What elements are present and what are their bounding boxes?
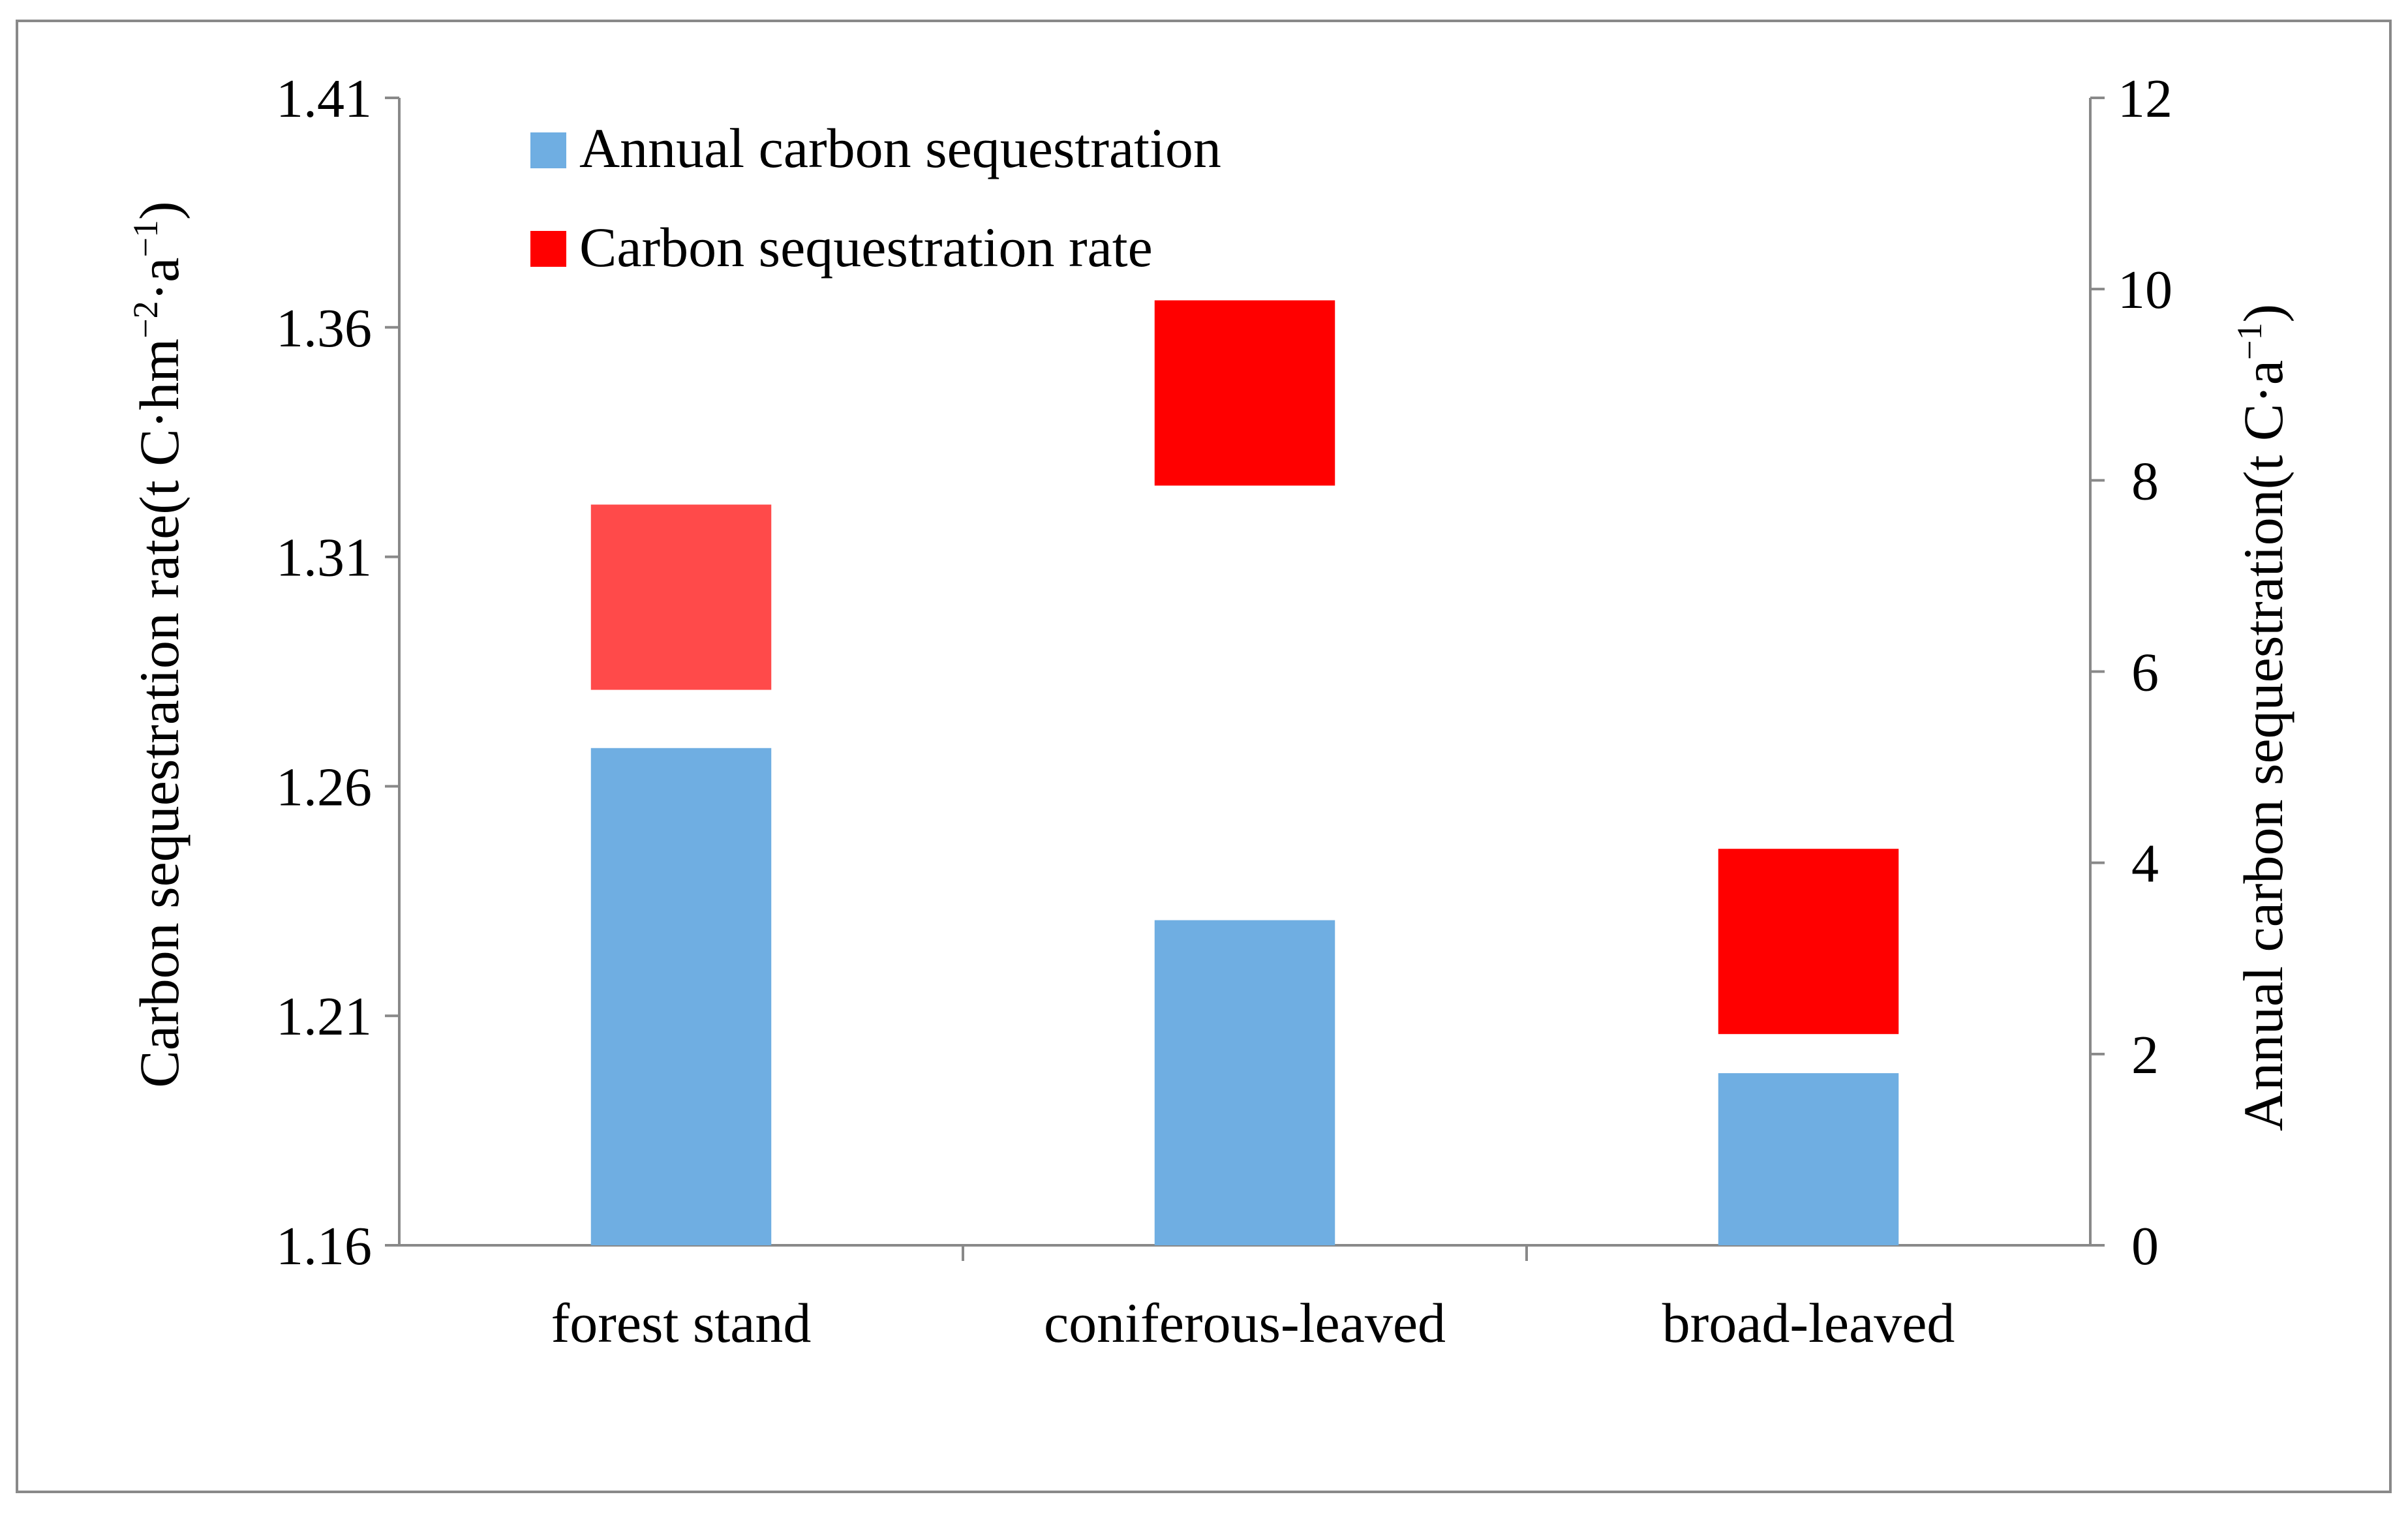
y-right-tick-label-3: 6	[2131, 643, 2159, 703]
legend-label-annual: Annual carbon sequestration	[579, 117, 1221, 179]
axis-labels: 1.16 1.21 1.26 1.31 1.36 1.41 0 2 4 6 8 10 12 forest …	[276, 68, 2172, 1354]
bar-rate-0	[590, 504, 772, 690]
y-right-tick-label-0: 0	[2131, 1216, 2159, 1277]
y-left-tick-label-1: 1.21	[276, 986, 372, 1047]
legend-swatch-annual	[530, 132, 566, 168]
y-left-tick-label-2: 1.26	[276, 757, 372, 817]
bar-annual-2	[1718, 1073, 1899, 1245]
bar-annual-0	[590, 748, 772, 1245]
y-right-tick-label-4: 8	[2131, 451, 2159, 511]
y-left-tick-label-5: 1.41	[276, 68, 372, 129]
bar-rate-1	[1154, 300, 1335, 486]
chart-frame	[16, 20, 2392, 1493]
legend: Annual carbon sequestration Carbon seque…	[530, 117, 1221, 279]
y-right-tick-label-1: 2	[2131, 1025, 2159, 1085]
y-right-tick-label-2: 4	[2131, 834, 2159, 894]
bar-rate-2	[1718, 849, 1899, 1035]
y-right-tick-label-6: 12	[2118, 68, 2172, 129]
bar-annual-1	[1154, 920, 1335, 1245]
y-right-axis-title: Annual carbon sequestration(t C·a−1)	[2230, 304, 2294, 1131]
x-category-label-1: coniferous-leaved	[1044, 1292, 1446, 1354]
bars	[590, 300, 1899, 1245]
y-left-tick-label-4: 1.36	[276, 298, 372, 359]
y-right-tick-label-5: 10	[2118, 260, 2172, 320]
x-category-label-2: broad-leaved	[1662, 1292, 1955, 1354]
legend-label-rate: Carbon sequestration rate	[579, 216, 1153, 279]
legend-swatch-rate	[530, 231, 566, 267]
y-left-axis-title: Carbon sequestration rate(t C·hm−2·a−1)	[126, 201, 191, 1087]
y-left-tick-label-3: 1.31	[276, 528, 372, 588]
x-category-label-0: forest stand	[551, 1292, 812, 1354]
y-left-tick-label-0: 1.16	[276, 1216, 372, 1277]
